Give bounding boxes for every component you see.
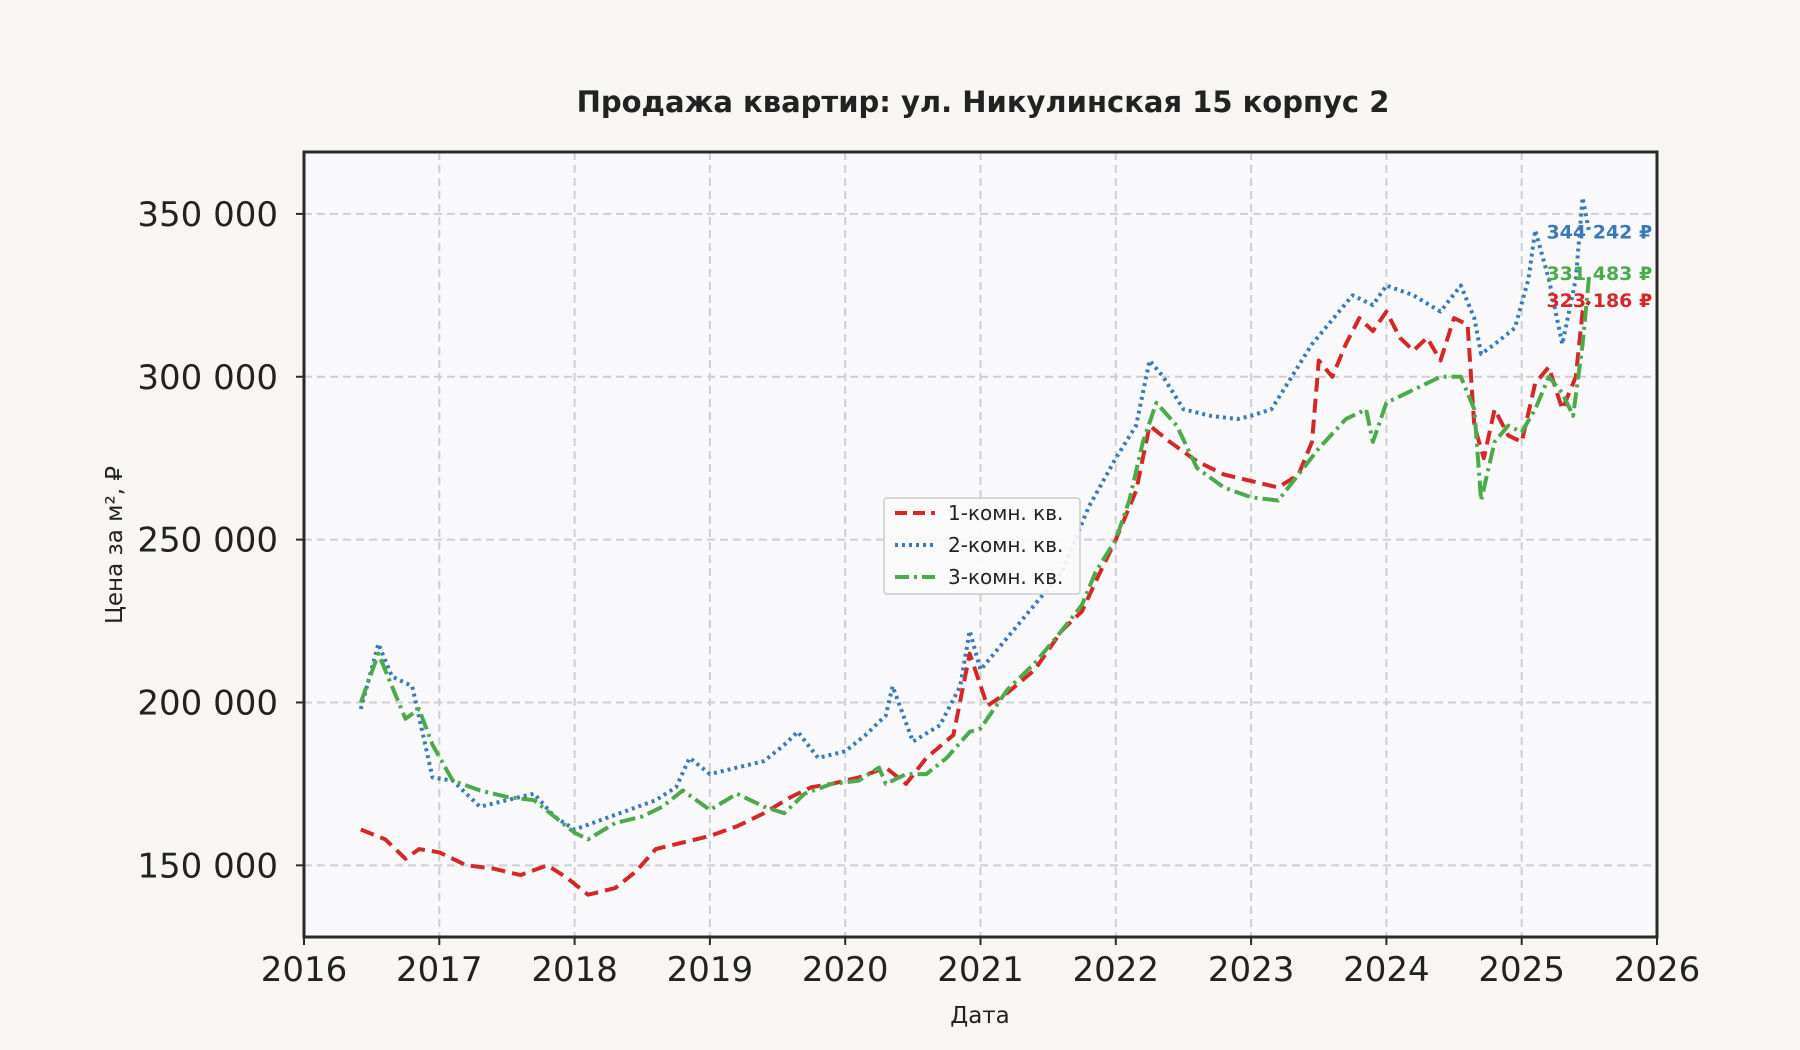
series-lines [358, 195, 1592, 897]
x-axis-label: Дата [950, 1003, 1010, 1029]
x-tick-label: 2021 [937, 950, 1024, 990]
legend-label-2: 2-комн. кв. [948, 533, 1063, 557]
x-tick-label: 2024 [1343, 950, 1430, 990]
x-tick-label: 2023 [1208, 950, 1295, 990]
series-end-labels: 323 186 ₽ 344 242 ₽ 331 483 ₽ [1546, 222, 1652, 313]
y-tick-label: 300 000 [137, 358, 278, 398]
series-end-label-1: 323 186 ₽ [1546, 290, 1652, 312]
x-tick-label: 2016 [261, 950, 348, 990]
x-tick-label: 2017 [396, 950, 483, 990]
x-tick-label: 2020 [802, 950, 889, 990]
legend: 1-комн. кв. 2-комн. кв. 3-комн. кв. [883, 497, 1081, 595]
x-tick-label: 2025 [1478, 950, 1565, 990]
y-tick-label: 200 000 [137, 683, 278, 723]
series-line-1 [360, 300, 1591, 897]
legend-box [883, 497, 1081, 595]
x-tick-label: 2022 [1073, 950, 1160, 990]
y-tick-label: 150 000 [137, 846, 278, 886]
y-tick-label: 350 000 [137, 195, 278, 235]
y-axis-label: Цена за м², ₽ [102, 466, 128, 624]
y-tick-label: 250 000 [137, 521, 278, 561]
legend-label-1: 1-комн. кв. [948, 501, 1063, 525]
chart-title: Продажа квартир: ул. Никулинская 15 корп… [577, 85, 1390, 119]
series-end-label-2: 344 242 ₽ [1546, 222, 1652, 244]
axis-ticks: 2016 2017 2018 2019 2020 2021 2022 2023 2024 2025… [137, 195, 1700, 990]
legend-label-3: 3-комн. кв. [948, 565, 1063, 589]
x-tick-label: 2019 [667, 950, 754, 990]
x-tick-label: 2018 [531, 950, 618, 990]
series-end-label-3: 331 483 ₽ [1546, 263, 1652, 285]
x-tick-label: 2026 [1614, 950, 1701, 990]
series-line-2 [358, 195, 1592, 832]
